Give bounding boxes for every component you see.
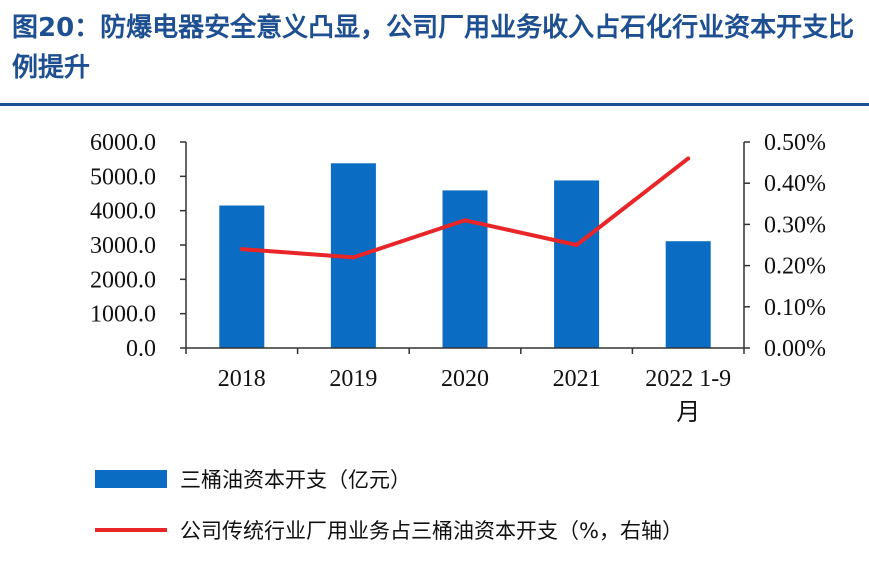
left-tick-label: 0.0: [126, 336, 156, 362]
right-tick-label: 0.40%: [764, 171, 826, 197]
right-tick-label: 0.30%: [764, 212, 826, 238]
left-tick-label: 1000.0: [90, 302, 156, 328]
title-divider: [0, 103, 869, 106]
x-tick-label: 2022 1-9: [645, 366, 731, 392]
left-tick-label: 3000.0: [90, 233, 156, 259]
x-tick-label: 月: [676, 400, 700, 426]
line-point: [463, 218, 467, 223]
left-tick-label: 2000.0: [90, 267, 156, 293]
left-tick-label: 5000.0: [90, 164, 156, 190]
left-tick-label: 6000.0: [90, 130, 156, 156]
bar-2018: [219, 205, 265, 348]
right-tick-label: 0.00%: [764, 336, 826, 362]
right-tick-label: 0.20%: [764, 254, 826, 280]
right-tick-label: 0.10%: [764, 295, 826, 321]
left-tick-label: 4000.0: [90, 199, 156, 225]
bar-2022-1-9月: [665, 241, 711, 348]
x-tick-label: 2018: [218, 366, 266, 392]
bar-2020: [442, 190, 488, 348]
x-tick-label: 2020: [441, 366, 489, 392]
legend-bar-swatch: [95, 470, 167, 488]
figure-title: 图20：防爆电器安全意义凸显，公司厂用业务收入占石化行业资本开支比例提升: [12, 13, 855, 83]
legend-line-label: 公司传统行业厂用业务占三桶油资本开支（%，右轴）: [180, 519, 683, 543]
line-point: [686, 156, 691, 161]
line-point: [574, 243, 579, 247]
line-point: [239, 247, 244, 252]
x-tick-label: 2019: [329, 366, 377, 392]
x-tick-label: 2021: [553, 366, 601, 392]
line-point: [351, 255, 356, 260]
legend-bar-label: 三桶油资本开支（亿元）: [180, 468, 411, 492]
right-tick-label: 0.50%: [764, 130, 826, 156]
bar-2021: [554, 180, 600, 348]
